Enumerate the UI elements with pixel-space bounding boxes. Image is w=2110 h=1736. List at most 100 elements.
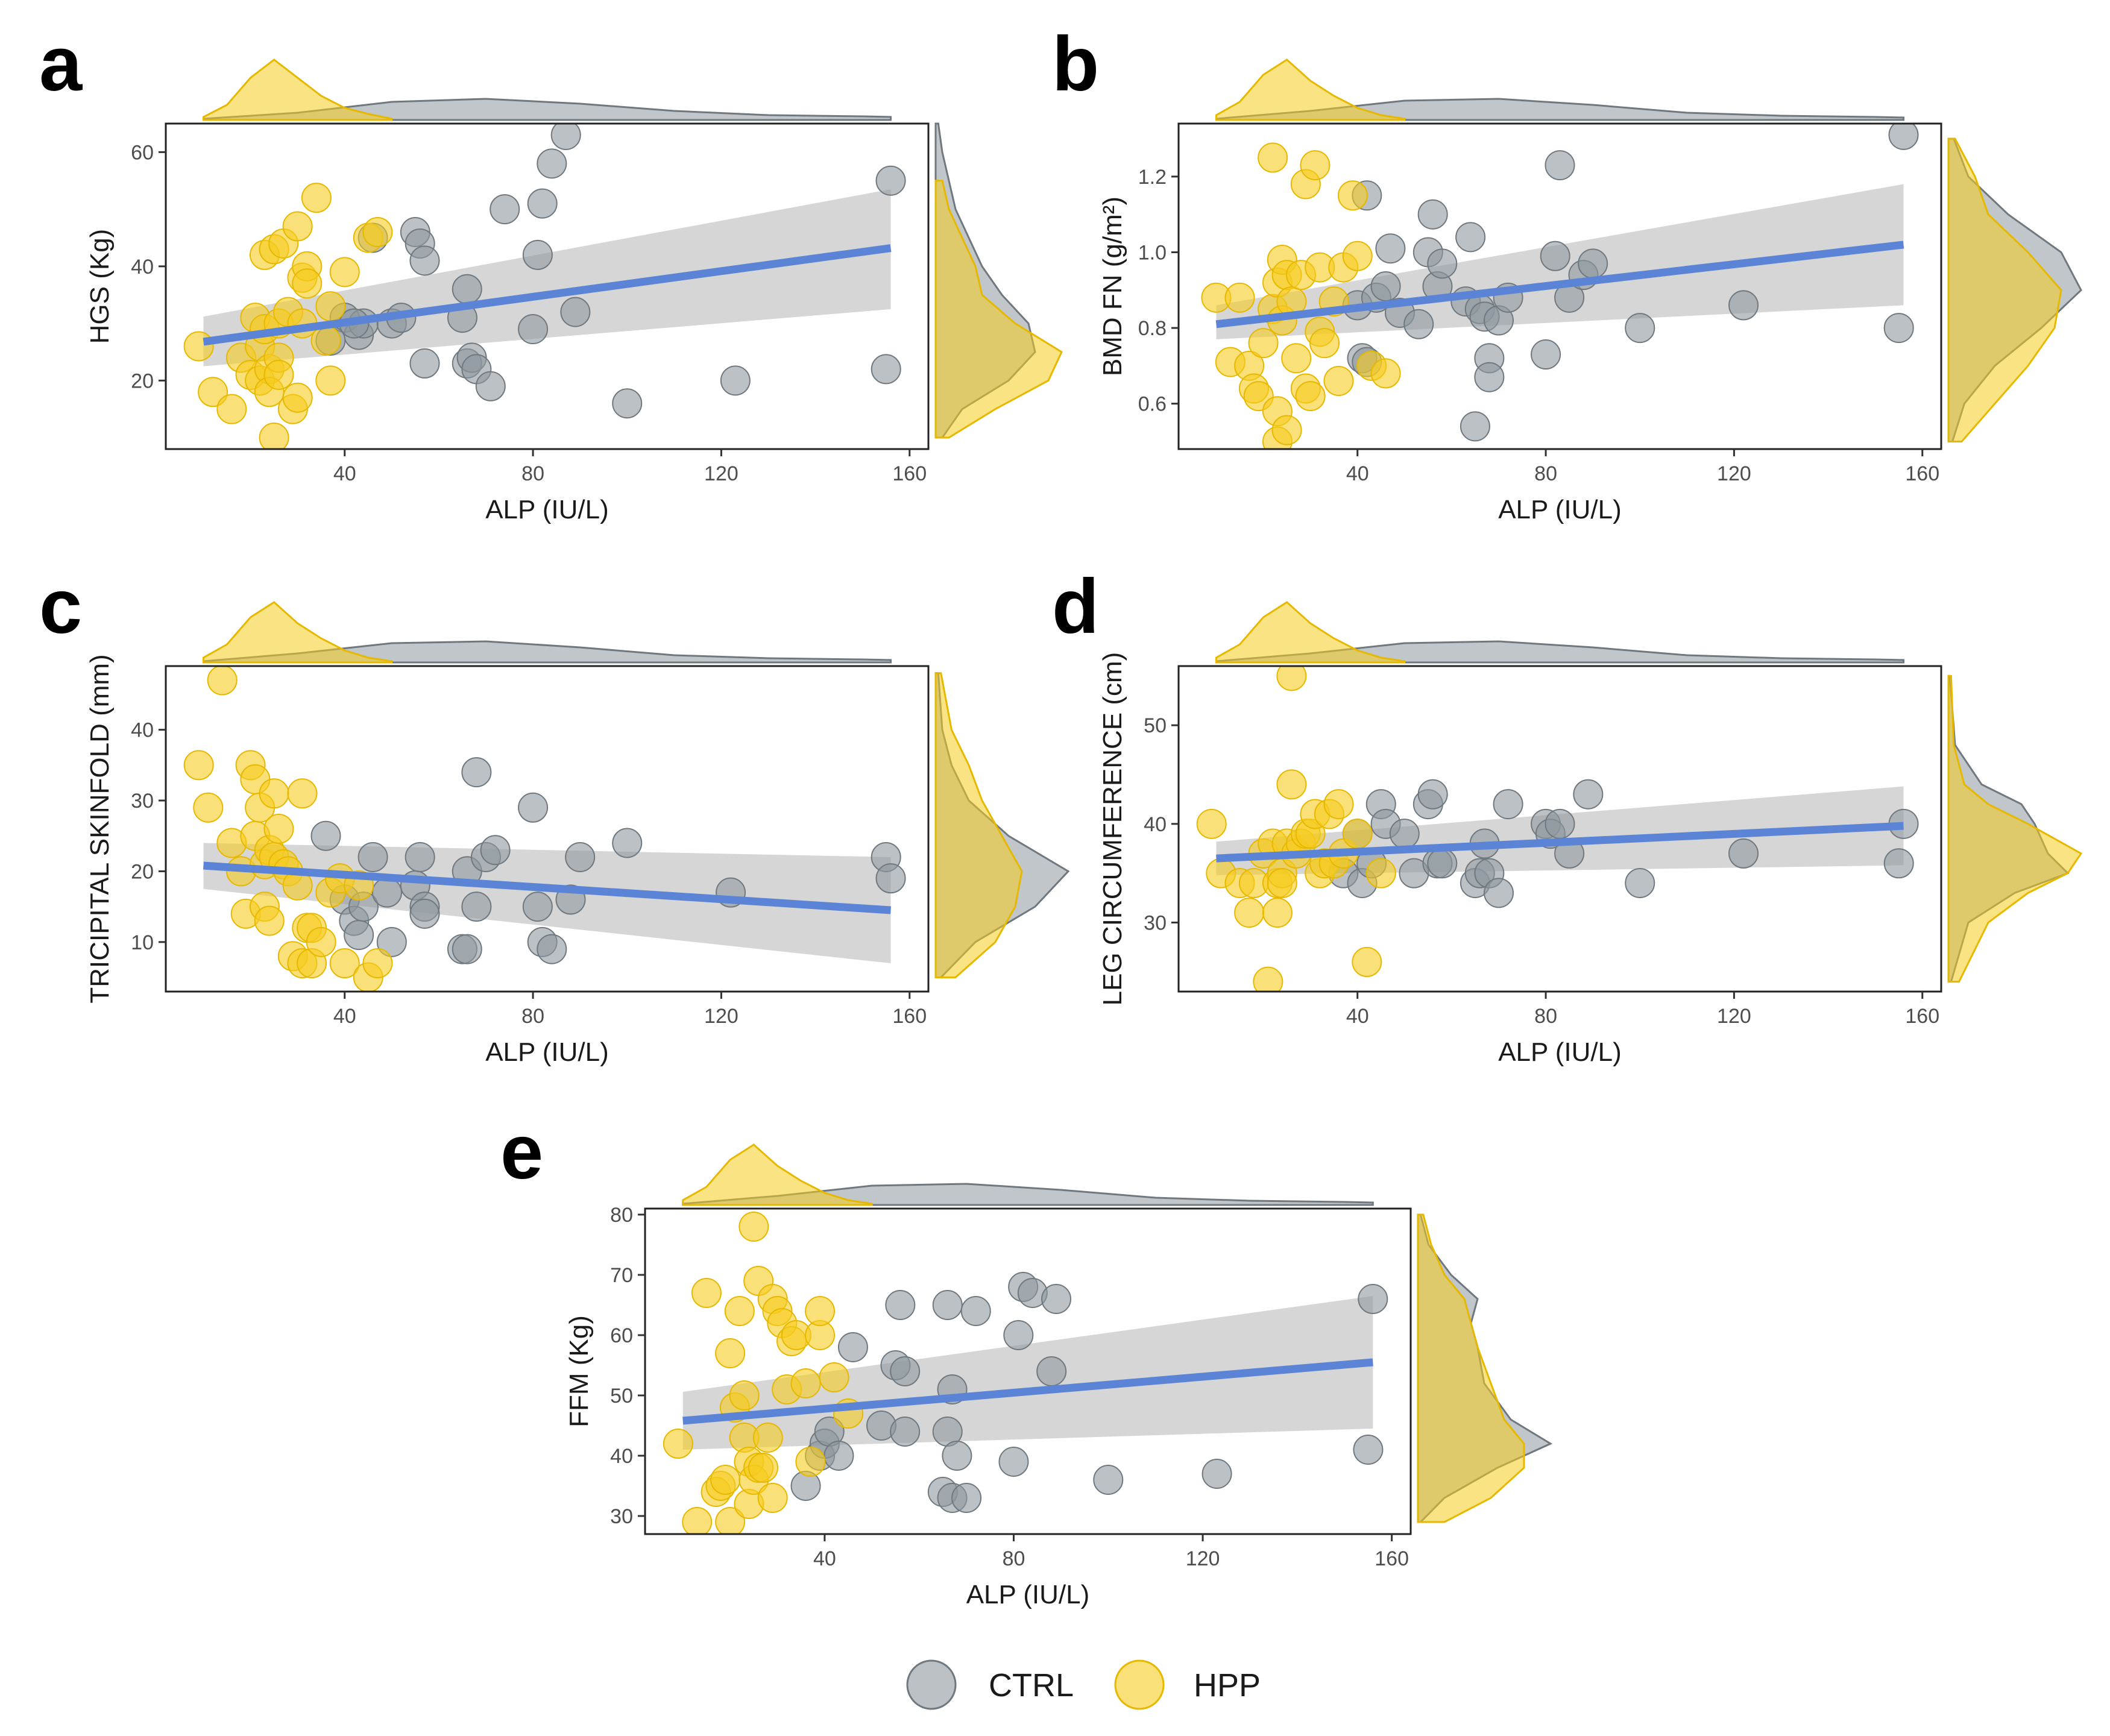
hpp-point-a-25 (292, 268, 323, 299)
hpp-point-d-6 (1253, 966, 1283, 992)
hpp-point-b-7 (1258, 142, 1288, 173)
y-tick-label-d-30: 30 (1144, 911, 1167, 934)
ctrl-point-e-23 (1036, 1356, 1067, 1386)
hpp-point-a-0 (183, 331, 214, 362)
x-tick-label-b-160: 160 (1905, 462, 1939, 485)
hpp-point-a-13 (259, 423, 289, 449)
hpp-point-c-2 (207, 666, 238, 696)
x-axis-title-c: ALP (IU/L) (485, 1037, 609, 1067)
plot-content-b (1201, 124, 1919, 449)
ctrl-point-e-8 (885, 1290, 916, 1320)
ctrl-point-a-23 (612, 388, 643, 419)
x-tick-label-c-40: 40 (333, 1005, 356, 1028)
ctrl-point-c-16 (461, 757, 492, 788)
y-axis-title-c: TRICIPITAL SKINFOLD (mm) (85, 654, 115, 1003)
y-tick-label-a-40: 40 (131, 256, 154, 278)
plot-content-c (183, 666, 906, 992)
ctrl-point-a-8 (409, 245, 440, 276)
panel-letter-d: d (1052, 564, 1099, 650)
ctrl-point-c-25 (612, 828, 643, 858)
hpp-point-b-25 (1309, 328, 1340, 359)
ctrl-point-d-23 (1625, 868, 1655, 898)
x-axis-title-d: ALP (IU/L) (1498, 1037, 1622, 1067)
y-tick-label-c-40: 40 (131, 719, 154, 742)
hpp-point-e-1 (682, 1507, 713, 1534)
plot-border-a (165, 122, 930, 450)
hpp-point-e-9 (724, 1296, 755, 1326)
x-tick-label-a-160: 160 (892, 462, 927, 485)
ctrl-point-c-24 (565, 841, 596, 872)
hpp-point-b-2 (1224, 282, 1255, 313)
ctrl-point-d-9 (1417, 779, 1448, 810)
plot-content-d (1196, 666, 1919, 992)
y-axis-title-a: HGS (Kg) (85, 229, 115, 344)
hpp-point-e-19 (752, 1423, 783, 1453)
hpp-point-d-26 (1342, 819, 1373, 849)
ctrl-point-d-22 (1573, 779, 1604, 810)
ctrl-point-b-5 (1370, 271, 1401, 301)
top-density-hpp-e (682, 1143, 873, 1206)
panel-d: d 40 80 120 160 30 40 50 ALP (IU/L) LEG CIRCUMFER… (1052, 564, 2083, 1067)
hpp-point-e-10 (729, 1380, 760, 1410)
y-tick-label-b-0.8: 0.8 (1138, 317, 1167, 340)
ctrl-point-a-19 (527, 188, 558, 219)
ctrl-point-c-20 (522, 892, 553, 922)
panel-letter-e: e (500, 1109, 543, 1195)
hpp-point-d-0 (1196, 808, 1227, 839)
hpp-point-c-32 (362, 948, 393, 979)
y-tick-label-a-20: 20 (131, 370, 154, 392)
legend-hpp-label: HPP (1194, 1667, 1261, 1703)
panel-letter-c: c (39, 564, 82, 650)
hpp-point-a-26 (301, 183, 332, 213)
right-density-hpp-d (1947, 675, 2083, 983)
hpp-point-c-13 (254, 905, 285, 936)
ctrl-point-c-3 (344, 920, 374, 951)
x-tick-label-c-160: 160 (892, 1005, 927, 1028)
ctrl-point-c-18 (480, 835, 511, 866)
trend-line-c (203, 861, 891, 914)
hpp-point-d-11 (1267, 868, 1297, 898)
y-tick-label-c-30: 30 (131, 790, 154, 813)
ctrl-point-a-20 (537, 148, 567, 179)
hpp-point-e-28 (795, 1447, 826, 1477)
panel-letter-a: a (39, 21, 83, 107)
ctrl-point-c-11 (409, 898, 440, 929)
ctrl-point-d-24 (1728, 838, 1759, 869)
hpp-point-a-21 (282, 382, 313, 413)
ctrl-point-b-19 (1474, 362, 1505, 392)
trend-line-b (1215, 241, 1904, 329)
hpp-point-d-14 (1276, 769, 1307, 800)
ctrl-point-d-25 (1883, 848, 1914, 879)
hpp-point-a-16 (263, 359, 294, 390)
ctrl-point-d-17 (1493, 789, 1523, 820)
y-axis-title-b: BMD FN (g/m²) (1098, 197, 1127, 376)
ctrl-point-b-24 (1545, 150, 1575, 181)
ctrl-point-b-12 (1427, 248, 1458, 279)
hpp-point-a-2 (216, 394, 247, 424)
x-axis-title-a: ALP (IU/L) (485, 495, 609, 524)
x-tick-label-d-80: 80 (1534, 1005, 1557, 1028)
ctrl-point-e-25 (1093, 1465, 1124, 1495)
y-tick-label-e-70: 70 (610, 1264, 633, 1287)
ctrl-point-b-8 (1403, 309, 1434, 339)
plot-content-a (183, 124, 906, 449)
top-density-hpp-b (1215, 58, 1406, 121)
x-tick-label-e-160: 160 (1375, 1547, 1409, 1570)
y-tick-label-b-1: 1.0 (1138, 241, 1167, 264)
hpp-point-d-28 (1365, 858, 1396, 888)
hpp-point-d-24 (1323, 789, 1354, 820)
x-axis-title-e: ALP (IU/L) (966, 1580, 1090, 1609)
legend-ctrl-swatch (906, 1659, 957, 1710)
ctrl-point-e-28 (1358, 1284, 1388, 1314)
hpp-point-b-27 (1323, 365, 1354, 396)
right-density-hpp-c (934, 672, 1023, 979)
hpp-point-e-18 (748, 1453, 778, 1483)
panel-e: e 40 80 120 160 30 40 50 60 70 80 ALP (IU/L) FFM (Kg… (500, 1109, 1553, 1609)
hpp-point-a-1 (198, 377, 228, 407)
ctrl-point-c-9 (405, 841, 435, 872)
ctrl-point-e-12 (932, 1290, 963, 1320)
ctrl-point-c-15 (461, 892, 492, 922)
ctrl-point-a-26 (875, 165, 906, 196)
ctrl-point-b-23 (1540, 241, 1570, 271)
